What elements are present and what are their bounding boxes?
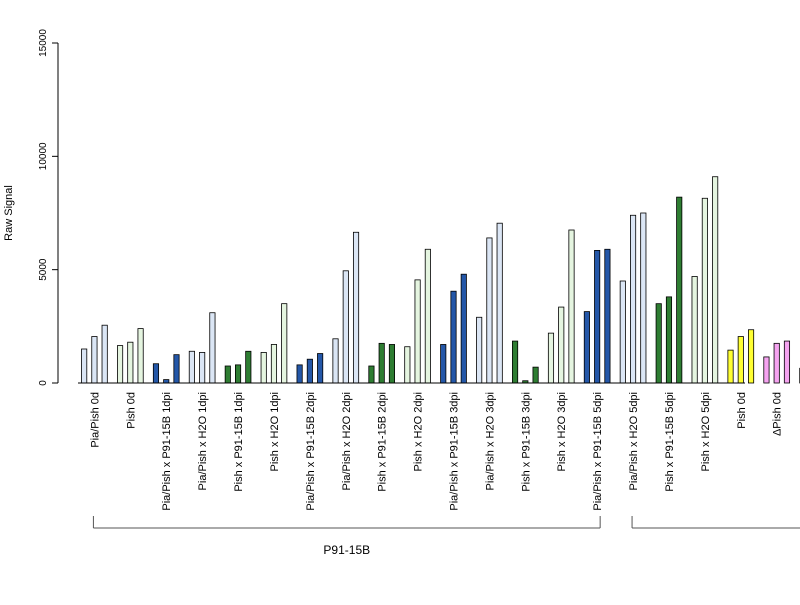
y-tick-label: 0 <box>38 380 49 386</box>
bar <box>405 347 410 383</box>
bar <box>666 297 671 383</box>
y-tick-label: 10000 <box>38 142 49 170</box>
bar <box>641 213 646 383</box>
bar <box>605 249 610 383</box>
x-tick-label: Pia/Pish x H2O 2dpi <box>341 392 353 490</box>
bar <box>379 343 384 383</box>
bar <box>174 355 179 383</box>
bar <box>343 271 348 383</box>
bar <box>497 223 502 383</box>
bar <box>415 280 420 383</box>
bar <box>425 249 430 383</box>
bar <box>189 351 194 383</box>
bar <box>784 341 789 383</box>
bar <box>271 344 276 383</box>
bar <box>353 232 358 383</box>
bar <box>282 304 287 383</box>
bar <box>656 304 661 383</box>
x-tick-label: Pish 0d <box>125 392 137 429</box>
x-tick-label: Pish x H2O 3dpi <box>556 392 568 471</box>
x-tick-label: Pia/Pish x H2O 1dpi <box>197 392 209 490</box>
bar <box>774 343 779 383</box>
y-axis: 0 5000 10000 15000 <box>38 29 58 386</box>
x-tick-label: Pish x P91-15B 5dpi <box>664 392 676 492</box>
bar <box>461 274 466 383</box>
group-brackets: P91-15BKyu77-07A <box>93 516 800 557</box>
x-tick-label: Pia/Pish 0d <box>89 392 101 448</box>
bar <box>748 330 753 383</box>
bar <box>620 281 625 383</box>
bar <box>117 346 122 383</box>
y-tick-label: 5000 <box>38 258 49 281</box>
bar <box>317 354 322 383</box>
x-tick-label: Pish x P91-15B 2dpi <box>377 392 389 492</box>
bar <box>451 291 456 383</box>
bar <box>153 364 158 383</box>
bar <box>389 344 394 383</box>
x-tick-label: Pia/Pish x P91-15B 5dpi <box>592 392 604 511</box>
x-axis-labels: Pia/Pish 0d Pish 0d Pia/Pish x P91-15B 1dp… <box>89 392 800 511</box>
x-tick-label: Pia/Pish x H2O 5dpi <box>628 392 640 490</box>
bar <box>533 367 538 383</box>
bar <box>630 215 635 383</box>
bar <box>595 250 600 383</box>
bar <box>82 349 87 383</box>
y-tick-label: 15000 <box>38 29 49 57</box>
bar <box>487 238 492 383</box>
bars <box>78 89 800 383</box>
bar <box>477 317 482 383</box>
bar <box>548 333 553 383</box>
bar <box>692 276 697 383</box>
bar <box>235 365 240 383</box>
y-axis-title: Raw Signal <box>3 185 15 241</box>
bar <box>333 339 338 383</box>
bar <box>199 352 204 383</box>
bar <box>92 337 97 383</box>
bar <box>584 312 589 383</box>
bar <box>369 366 374 383</box>
x-tick-label: Pia/Pish x H2O 3dpi <box>484 392 496 490</box>
bar <box>559 307 564 383</box>
x-tick-label: Pish x H2O 1dpi <box>269 392 281 471</box>
x-tick-label: Pia/Pish x P91-15B 2dpi <box>305 392 317 511</box>
x-tick-label: ΔPish 0d <box>772 392 784 436</box>
bar <box>138 329 143 383</box>
bar <box>225 366 230 383</box>
bar <box>738 337 743 383</box>
bar <box>441 344 446 383</box>
x-tick-label: Pia/Pish x P91-15B 1dpi <box>161 392 173 511</box>
bar <box>764 357 769 383</box>
bar <box>128 342 133 383</box>
bar <box>102 325 107 383</box>
bar <box>677 197 682 383</box>
x-tick-label: Pish x P91-15B 1dpi <box>233 392 245 492</box>
bar <box>210 313 215 383</box>
bar <box>712 177 717 383</box>
x-tick-label: Pish 0d <box>736 392 748 429</box>
x-tick-label: Pish x H2O 2dpi <box>413 392 425 471</box>
group-label: P91-15B <box>323 543 370 557</box>
bar <box>728 350 733 383</box>
bar <box>512 341 517 383</box>
x-tick-label: Pish x H2O 5dpi <box>700 392 712 471</box>
x-tick-label: Pia/Pish x P91-15B 3dpi <box>449 392 461 511</box>
bar <box>164 380 169 383</box>
bar <box>569 230 574 383</box>
bar <box>246 351 251 383</box>
bar <box>702 198 707 383</box>
bar <box>261 352 266 383</box>
bar <box>307 359 312 383</box>
bar <box>297 365 302 383</box>
x-tick-label: Pish x P91-15B 3dpi <box>520 392 532 492</box>
